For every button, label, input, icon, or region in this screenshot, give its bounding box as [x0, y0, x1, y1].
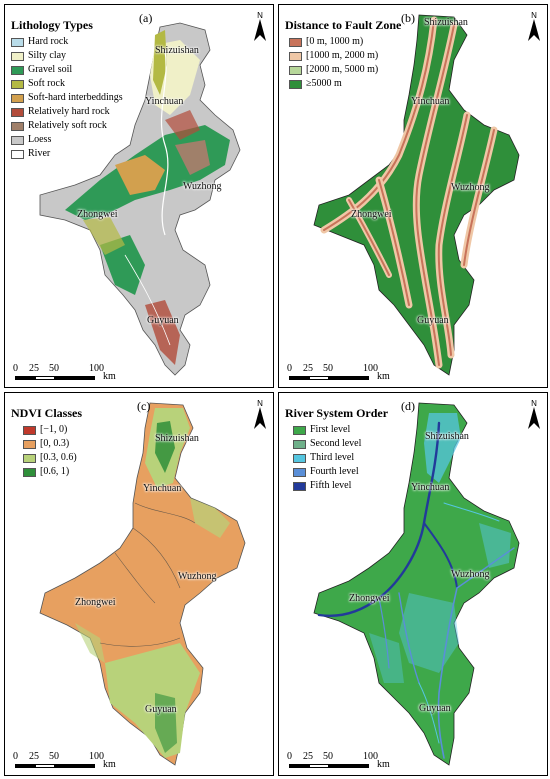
- scale-bar: 0 25 50 100 km: [13, 751, 116, 770]
- city-label: Wuzhong: [451, 182, 490, 193]
- panel-title: NDVI Classes: [11, 406, 83, 420]
- panel-title: Lithology Types: [11, 18, 93, 32]
- city-label: Wuzhong: [183, 181, 222, 192]
- city-label: Shizuishan: [155, 45, 199, 56]
- panel-fault-distance: Distance to Fault Zone (b) N [0 m, 1000 …: [278, 4, 548, 388]
- scale-bar: 0 25 50 100 km: [287, 363, 390, 382]
- legend-item: [2000 m, 5000 m): [289, 63, 378, 77]
- city-label: Wuzhong: [178, 571, 217, 582]
- legend-item: [0.6, 1): [23, 465, 77, 479]
- legend-item: ≥5000 m: [289, 77, 378, 91]
- river-order-map: [313, 402, 520, 766]
- legend-item: [0.3, 0.6): [23, 451, 77, 465]
- panel-river-order: River System Order (d) N First level Sec…: [278, 392, 548, 776]
- legend-item: Third level: [293, 451, 361, 465]
- city-label: Zhongwei: [351, 209, 392, 220]
- north-arrow-icon: N: [527, 11, 541, 41]
- legend-item: [0, 0.3): [23, 437, 77, 451]
- city-label: Guyuan: [419, 703, 451, 714]
- north-arrow-icon: N: [253, 399, 267, 429]
- legend: [−1, 0) [0, 0.3) [0.3, 0.6) [0.6, 1): [23, 423, 77, 479]
- legend-item: Hard rock: [11, 35, 123, 49]
- panel-lithology: Lithology Types (a) N Hard rock Silty cl…: [4, 4, 274, 388]
- legend-item: Second level: [293, 437, 361, 451]
- ndvi-map: [39, 402, 246, 766]
- legend-item: Fourth level: [293, 465, 361, 479]
- city-label: Zhongwei: [75, 597, 116, 608]
- legend-item: Loess: [11, 133, 123, 147]
- scale-bar: 0 25 50 100 km: [287, 751, 390, 770]
- city-label: Guyuan: [145, 704, 177, 715]
- city-label: Yinchuan: [143, 483, 182, 494]
- city-label: Yinchuan: [145, 96, 184, 107]
- legend-item: First level: [293, 423, 361, 437]
- lithology-map: [39, 22, 241, 376]
- panel-label: (c): [137, 399, 151, 413]
- city-label: Shizuishan: [424, 17, 468, 28]
- city-label: Shizuishan: [155, 433, 199, 444]
- city-label: Yinchuan: [411, 96, 450, 107]
- fault-distance-map: [313, 14, 520, 376]
- legend-item: Soft-hard interbeddings: [11, 91, 123, 105]
- north-arrow-icon: N: [527, 399, 541, 429]
- legend-item: Gravel soil: [11, 63, 123, 77]
- legend-item: [0 m, 1000 m): [289, 35, 378, 49]
- city-label: Guyuan: [147, 315, 179, 326]
- legend: Hard rock Silty clay Gravel soil Soft ro…: [11, 35, 123, 161]
- legend-item: Soft rock: [11, 77, 123, 91]
- legend: [0 m, 1000 m) [1000 m, 2000 m) [2000 m, …: [289, 35, 378, 91]
- scale-bar: 0 25 50 100 km: [13, 363, 116, 382]
- panel-title: River System Order: [285, 406, 389, 420]
- legend-item: River: [11, 147, 123, 161]
- panel-ndvi: NDVI Classes (c) N [−1, 0) [0, 0.3) [0.3…: [4, 392, 274, 776]
- city-label: Zhongwei: [349, 593, 390, 604]
- legend-item: Relatively hard rock: [11, 105, 123, 119]
- north-arrow-icon: N: [253, 11, 267, 41]
- city-label: Yinchuan: [411, 482, 450, 493]
- city-label: Guyuan: [417, 315, 449, 326]
- legend-item: Fifth level: [293, 479, 361, 493]
- legend-item: [1000 m, 2000 m): [289, 49, 378, 63]
- legend-item: [−1, 0): [23, 423, 77, 437]
- city-label: Shizuishan: [425, 431, 469, 442]
- city-label: Zhongwei: [77, 209, 118, 220]
- panel-label: (d): [401, 399, 415, 413]
- panel-label: (b): [401, 11, 415, 25]
- legend-item: Silty clay: [11, 49, 123, 63]
- legend-item: Relatively soft rock: [11, 119, 123, 133]
- legend: First level Second level Third level Fou…: [293, 423, 361, 493]
- panel-title: Distance to Fault Zone: [285, 18, 402, 32]
- city-label: Wuzhong: [451, 569, 490, 580]
- panel-label: (a): [139, 11, 153, 25]
